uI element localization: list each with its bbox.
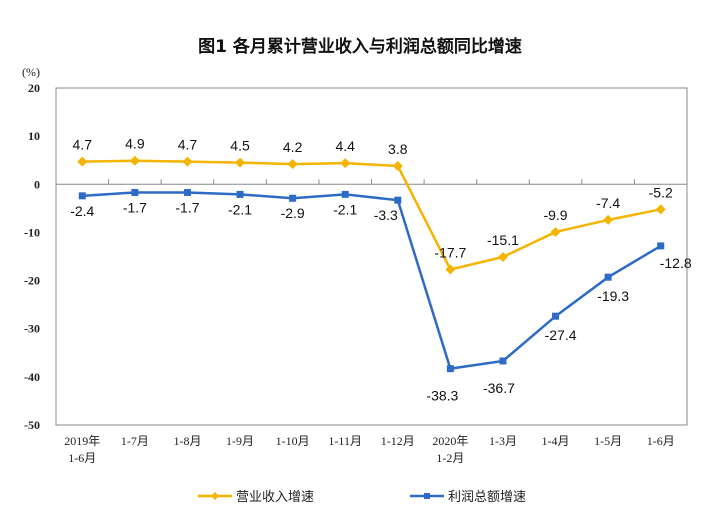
data-label: 4.4	[335, 138, 355, 154]
data-point-marker	[287, 159, 298, 170]
data-point-marker	[341, 190, 349, 198]
data-label: -17.7	[434, 244, 466, 260]
data-label: 4.7	[73, 137, 93, 153]
data-point-marker	[183, 188, 191, 196]
data-label: -2.9	[281, 205, 305, 221]
y-tick-label: -10	[24, 225, 40, 239]
data-point-marker	[235, 157, 246, 168]
data-label: -2.4	[70, 203, 94, 219]
data-point-marker	[445, 264, 456, 275]
y-tick-label: -20	[24, 274, 40, 288]
data-point-marker	[394, 196, 402, 204]
data-point-marker	[604, 273, 612, 281]
data-label: 4.5	[230, 138, 250, 154]
x-tick-label: 2019年	[64, 434, 100, 448]
data-point-marker	[77, 156, 88, 167]
y-axis-unit: (%)	[22, 65, 40, 79]
data-label: 4.2	[283, 139, 303, 155]
data-label: -12.8	[660, 255, 692, 271]
data-point-marker	[497, 251, 508, 262]
data-label: 4.7	[178, 137, 198, 153]
data-point-marker	[340, 158, 351, 169]
y-tick-label: 0	[34, 177, 40, 191]
x-tick-label: 1-6月	[647, 434, 675, 448]
y-tick-label: 10	[28, 129, 40, 143]
data-point-marker	[603, 214, 614, 225]
legend-marker	[211, 492, 219, 500]
data-label: 4.9	[125, 136, 145, 152]
data-label: -3.3	[374, 207, 398, 223]
x-tick-label: 2020年	[432, 434, 468, 448]
y-tick-label: 20	[28, 81, 40, 95]
data-label: -38.3	[426, 388, 458, 404]
data-label: -5.2	[649, 184, 673, 200]
legend-marker	[424, 493, 430, 499]
data-label: -2.1	[228, 201, 252, 217]
data-point-marker	[392, 160, 403, 171]
x-tick-label: 1-11月	[328, 434, 362, 448]
data-label: -1.7	[175, 199, 199, 215]
y-tick-label: -50	[24, 418, 40, 432]
data-point-marker	[446, 365, 454, 373]
x-tick-label: 1-10月	[276, 434, 310, 448]
data-label: -1.7	[123, 199, 147, 215]
data-point-marker	[655, 204, 666, 215]
legend-label: 营业收入增速	[236, 490, 314, 505]
x-tick-label: 1-7月	[121, 434, 149, 448]
data-label: 3.8	[388, 141, 408, 157]
chart-title: 图1 各月累计营业收入与利润总额同比增速	[198, 36, 522, 57]
data-label: -7.4	[596, 195, 620, 211]
x-tick-label: 1-12月	[381, 434, 415, 448]
data-label: -19.3	[597, 288, 629, 304]
data-point-marker	[289, 194, 297, 202]
x-tick-label: 1-9月	[226, 434, 254, 448]
plot-frame	[55, 87, 688, 426]
x-tick-label: 1-6月	[68, 451, 96, 465]
data-label: -27.4	[545, 327, 577, 343]
data-point-marker	[78, 192, 86, 200]
data-point-marker	[236, 190, 244, 198]
series-line-1	[82, 159, 661, 271]
data-point-marker	[129, 155, 140, 166]
data-point-marker	[131, 188, 139, 196]
data-label: -15.1	[487, 232, 519, 248]
x-tick-label: 1-2月	[436, 451, 464, 465]
y-tick-label: -40	[24, 370, 40, 384]
data-point-marker	[550, 226, 561, 237]
data-point-marker	[552, 312, 560, 320]
x-tick-label: 1-5月	[594, 434, 622, 448]
x-tick-label: 1-3月	[489, 434, 517, 448]
data-label: -2.1	[333, 201, 357, 217]
x-tick-label: 1-8月	[173, 434, 201, 448]
data-label: -9.9	[543, 207, 567, 223]
data-label: -36.7	[483, 380, 515, 396]
x-tick-label: 1-4月	[542, 434, 570, 448]
legend-label: 利润总额增速	[448, 490, 526, 505]
y-tick-label: -30	[24, 322, 40, 336]
series-line-2	[82, 191, 662, 371]
data-point-marker	[182, 156, 193, 167]
data-point-marker	[499, 357, 507, 365]
data-point-marker	[657, 242, 665, 250]
